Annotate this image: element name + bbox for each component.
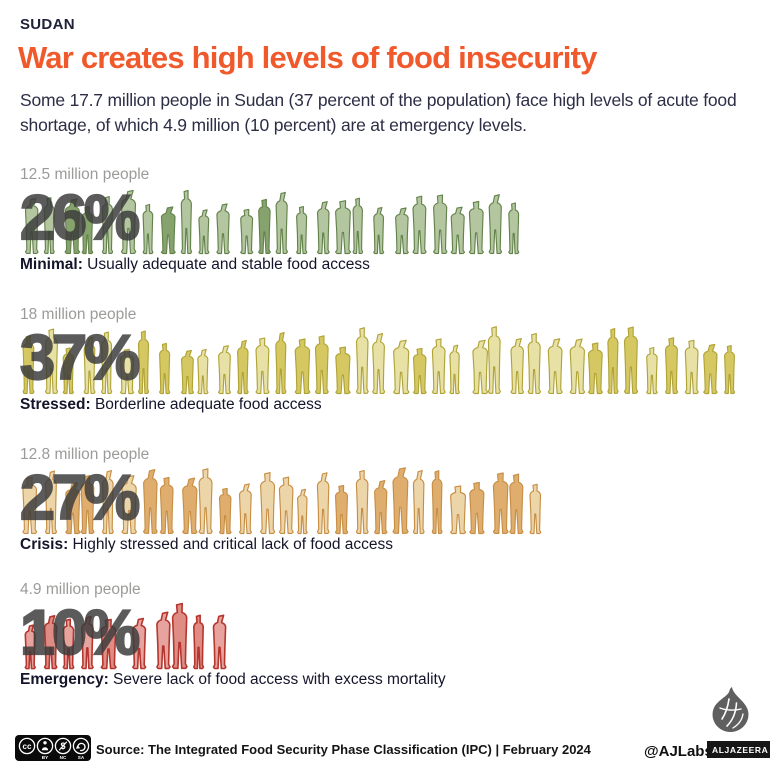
cc-sa-icon (72, 737, 90, 755)
pictogram-row-crisis (22, 467, 542, 535)
category-label: Minimal: (20, 256, 83, 273)
pictogram-row-emergency (24, 602, 227, 670)
pictogram-row-stressed (22, 326, 736, 395)
category-label: Crisis: (20, 536, 69, 553)
cc-by-label: BY (42, 755, 48, 760)
section-minimal: 12.5 million people 26% Minimal: Usually… (19, 166, 768, 288)
section-emergency: 4.9 million people 10% Emergency: Severe… (19, 581, 768, 703)
percent-value: 27% (19, 463, 141, 533)
cc-nc-label: NC (60, 755, 67, 760)
people-count-label: 12.8 million people (20, 446, 150, 463)
aljazeera-logo-icon (712, 687, 749, 732)
creative-commons-badge: cc $ BY NC SA (15, 735, 91, 761)
ajlabs-credit: @AJLabs (644, 743, 713, 760)
pictogram-row-minimal (24, 189, 520, 255)
intro-text: Some 17.7 million people in Sudan (37 pe… (20, 90, 737, 136)
percent-value: 10% (19, 598, 141, 668)
section-crisis: 12.8 million people 27% Crisis: Highly s… (19, 446, 768, 568)
percent-value: 37% (19, 323, 141, 393)
people-count-label: 18 million people (20, 306, 137, 323)
kicker: SUDAN (20, 16, 75, 33)
cc-icon: cc (18, 737, 36, 755)
category-description: Severe lack of food access with excess m… (108, 671, 446, 688)
cc-sa-label: SA (78, 755, 85, 760)
category-description: Borderline adequate food access (90, 396, 322, 413)
cc-by-icon (36, 737, 54, 755)
category-caption: Minimal: Usually adequate and stable foo… (20, 256, 370, 274)
aljazeera-wordmark: ALJAZEERA (707, 741, 770, 758)
people-count-label: 12.5 million people (20, 166, 150, 183)
category-caption: Stressed: Borderline adequate food acces… (20, 396, 322, 414)
category-description: Usually adequate and stable food access (82, 256, 370, 273)
category-caption: Emergency: Severe lack of food access wi… (20, 671, 446, 689)
cc-nc-icon: $ (54, 737, 72, 755)
people-count-label: 4.9 million people (20, 581, 141, 598)
category-label: Emergency: (20, 671, 109, 688)
category-description: Highly stressed and critical lack of foo… (68, 536, 394, 553)
percent-value: 26% (19, 183, 141, 253)
headline: War creates high levels of food insecuri… (18, 40, 597, 75)
source-line: Source: The Integrated Food Security Pha… (96, 742, 591, 757)
section-stressed: 18 million people 37% Stressed: Borderli… (19, 306, 768, 428)
svg-text:cc: cc (23, 742, 32, 751)
category-caption: Crisis: Highly stressed and critical lac… (20, 536, 393, 554)
category-label: Stressed: (20, 396, 91, 413)
